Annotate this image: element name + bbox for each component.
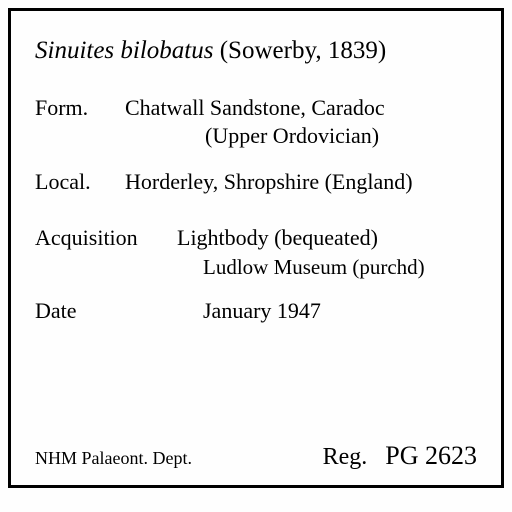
registration-label: Reg.	[323, 444, 368, 471]
date-row: Date January 1947	[35, 298, 477, 324]
registration-block: Reg. PG 2623	[323, 441, 477, 471]
formation-label: Form.	[35, 95, 125, 121]
species-authority: (Sowerby, 1839)	[220, 37, 386, 64]
acquisition-row: Acquisition Lightbody (bequeated)	[35, 225, 477, 251]
formation-value-2: (Upper Ordovician)	[205, 123, 477, 149]
date-value: January 1947	[203, 298, 321, 324]
footer: NHM Palaeont. Dept. Reg. PG 2623	[35, 441, 477, 471]
locality-value: Horderley, Shropshire (England)	[125, 169, 477, 195]
registration-number: PG 2623	[385, 441, 477, 471]
formation-value-1: Chatwall Sandstone, Caradoc	[125, 95, 477, 121]
department: NHM Palaeont. Dept.	[35, 448, 192, 469]
locality-label: Local.	[35, 169, 125, 195]
locality-row: Local. Horderley, Shropshire (England)	[35, 169, 477, 195]
specimen-label-card: Sinuites bilobatus (Sowerby, 1839) Form.…	[8, 8, 504, 488]
acquisition-label: Acquisition	[35, 225, 177, 251]
species-name: Sinuites bilobatus	[35, 37, 213, 64]
acquisition-value-1: Lightbody (bequeated)	[177, 225, 477, 251]
formation-row: Form. Chatwall Sandstone, Caradoc	[35, 95, 477, 121]
acquisition-value-2: Ludlow Museum (purchd)	[203, 255, 477, 280]
species-line: Sinuites bilobatus (Sowerby, 1839)	[35, 37, 477, 65]
date-label: Date	[35, 298, 125, 324]
